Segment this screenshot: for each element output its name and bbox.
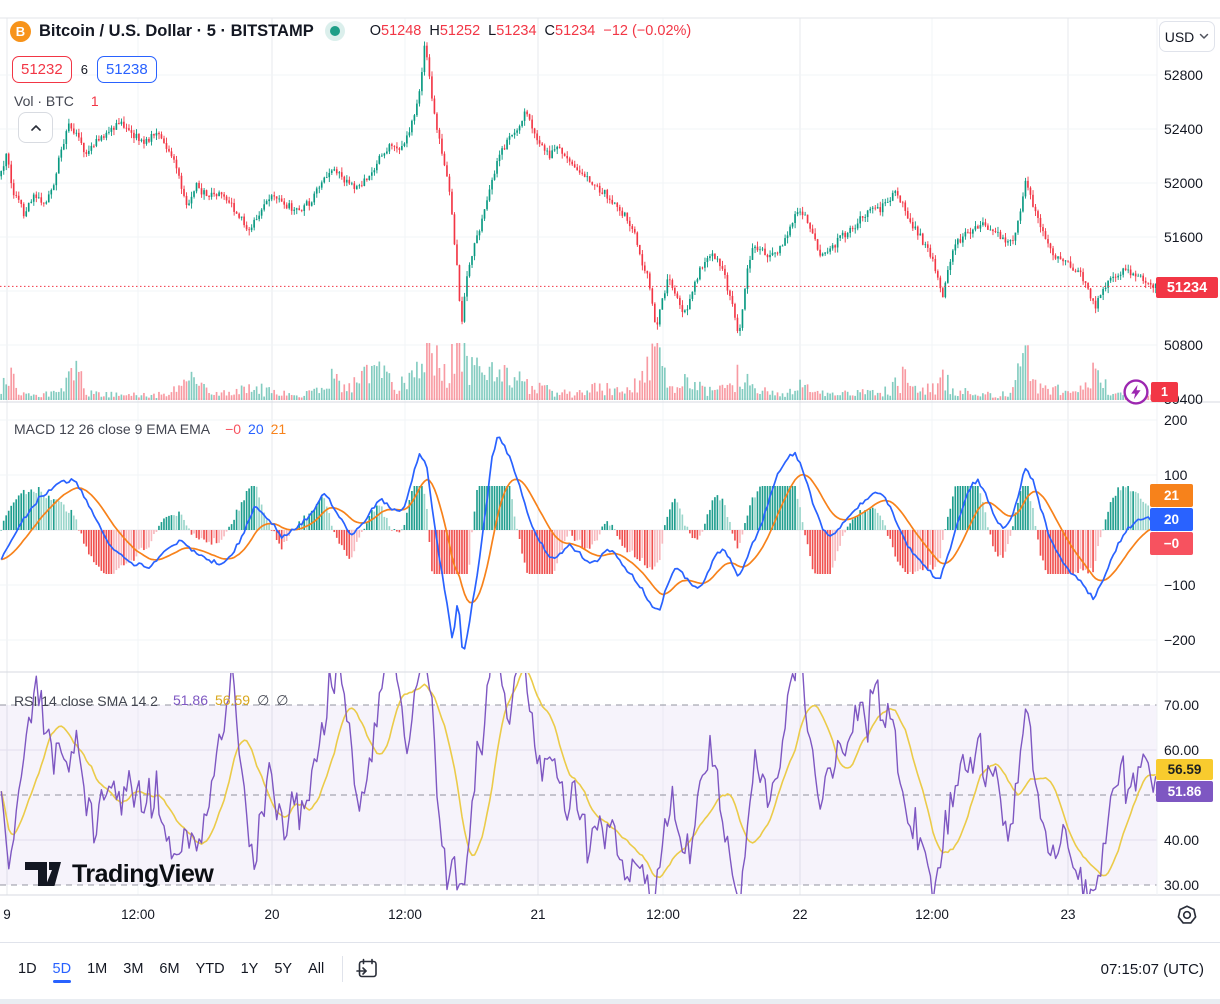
go-to-date-button[interactable]: [353, 955, 381, 983]
rsi-axis-label: 60.00: [1164, 742, 1200, 758]
page-bottom-edge: [0, 999, 1220, 1004]
calendar-icon: [356, 958, 377, 978]
price-axis-label: 50800: [1164, 337, 1203, 353]
collapse-legend-button[interactable]: [18, 112, 53, 143]
spread-value: 6: [80, 62, 88, 77]
macd-axis-label: −200: [1164, 632, 1196, 648]
quote-buttons: 51232 6 51238: [12, 56, 157, 83]
ohlc-letter: C: [544, 23, 556, 39]
ohlc-letter: H: [429, 23, 440, 39]
ohlc-value: 51234: [496, 23, 537, 39]
range-button-1d[interactable]: 1D: [10, 956, 45, 982]
volume-value-badge: 1: [1151, 382, 1178, 402]
price-axis-label: 52800: [1164, 67, 1203, 83]
sell-bid-button[interactable]: 51232: [12, 56, 72, 83]
rsi-axis-label: 70.00: [1164, 697, 1200, 713]
rsi-axis-label: 40.00: [1164, 832, 1200, 848]
toolbar-divider: [342, 956, 344, 982]
time-axis-label: 12:00: [121, 907, 155, 922]
rsi-axis-label: 30.00: [1164, 877, 1200, 893]
ohlc-values: O51248 H51252 L51234 C51234: [370, 23, 604, 39]
macd-value-badge: 21: [1150, 484, 1193, 507]
tradingview-watermark[interactable]: TradingView: [22, 859, 214, 889]
macd-legend-value: −0: [225, 421, 242, 437]
price-axis-label: 51600: [1164, 229, 1203, 245]
range-button-all[interactable]: All: [300, 956, 332, 982]
macd-axis-label: 100: [1164, 467, 1188, 483]
volume-legend[interactable]: Vol · BTC 1: [14, 93, 99, 109]
price-axis-label: 52000: [1164, 175, 1203, 191]
date-range-group: 1D 5D 1M 3M 6M YTD 1Y 5Y All: [10, 956, 332, 983]
rsi-legend-values: 51.86 56.59 ∅ ∅: [173, 692, 289, 709]
ohlc-value: 51248: [381, 23, 422, 39]
time-axis-label: 21: [530, 907, 546, 922]
time-axis-label: 22: [792, 907, 808, 922]
chevron-down-icon: [1200, 33, 1209, 39]
active-range-underline: [52, 980, 72, 983]
currency-selector-label: USD: [1164, 28, 1195, 45]
macd-value-badge: −0: [1150, 532, 1193, 555]
macd-axis-label: 200: [1164, 412, 1188, 428]
tradingview-watermark-text: TradingView: [72, 859, 214, 888]
ohlc-value: 51234: [555, 23, 596, 39]
rsi-value-badge: 51.86: [1156, 781, 1213, 802]
range-button-3m[interactable]: 3M: [115, 956, 151, 982]
market-status-dot: [329, 26, 340, 36]
symbol-header[interactable]: B Bitcoin / U.S. Dollar · 5 · BITSTAMP O…: [10, 19, 691, 43]
macd-legend-value: 20: [248, 421, 264, 437]
bitcoin-icon: B: [10, 20, 31, 42]
ohlc-letter: O: [369, 23, 381, 39]
rsi-legend-value: 51.86: [172, 692, 209, 708]
range-button-1y[interactable]: 1Y: [233, 956, 267, 982]
volume-legend-title: Vol · BTC: [14, 93, 74, 109]
price-axis-label: 52400: [1164, 121, 1203, 137]
rsi-legend-title: RSI 14 close SMA 14 2: [14, 692, 158, 709]
range-button-5y[interactable]: 5Y: [266, 956, 300, 982]
rsi-value-badge: 56.59: [1156, 759, 1213, 780]
clock-timezone[interactable]: 07:15:07 (UTC): [1100, 960, 1204, 978]
macd-legend-value: 21: [270, 421, 287, 437]
time-axis-label: 12:00: [915, 907, 949, 922]
ohlc-pair: L51234: [488, 23, 536, 39]
range-button-ytd[interactable]: YTD: [188, 956, 233, 982]
price-change: −12 (−0.02%): [603, 23, 692, 39]
buy-ask-button[interactable]: 51238: [96, 56, 157, 83]
ohlc-letter: L: [488, 23, 497, 39]
rsi-legend-value: ∅: [276, 692, 289, 708]
rsi-legend-value: 56.59: [215, 692, 251, 708]
volume-legend-value: 1: [90, 93, 99, 109]
macd-axis-label: −100: [1164, 577, 1196, 593]
rsi-legend[interactable]: RSI 14 close SMA 14 2 51.86 56.59 ∅ ∅: [14, 692, 288, 709]
macd-legend-values: −0 20 21: [225, 421, 286, 437]
macd-value-badge: 20: [1150, 508, 1193, 531]
ohlc-pair: O51248: [370, 23, 422, 39]
current-price-badge: 51234: [1156, 277, 1218, 298]
tradingview-logo-icon: [25, 862, 61, 886]
macd-legend[interactable]: MACD 12 26 close 9 EMA EMA −0 20 21: [14, 421, 286, 437]
time-axis-label: 20: [264, 907, 280, 922]
time-axis-label: 9: [3, 907, 11, 922]
range-button-5d[interactable]: 5D: [45, 956, 80, 983]
rsi-legend-value: ∅: [257, 692, 270, 708]
time-axis-label: 12:00: [646, 907, 680, 922]
chevron-up-icon: [30, 124, 41, 131]
time-axis-label: 23: [1060, 907, 1076, 922]
ohlc-pair: H51252: [429, 23, 480, 39]
range-button-6m[interactable]: 6M: [151, 956, 187, 982]
bottom-toolbar: 1D 5D 1M 3M 6M YTD 1Y 5Y All 07:15:07 (UTC): [0, 942, 1220, 999]
currency-selector[interactable]: USD: [1159, 21, 1215, 52]
settings-icon[interactable]: [1176, 904, 1198, 926]
macd-legend-title: MACD 12 26 close 9 EMA EMA: [14, 421, 211, 437]
ohlc-value: 51252: [439, 23, 481, 39]
symbol-title[interactable]: Bitcoin / U.S. Dollar · 5 · BITSTAMP: [39, 21, 314, 40]
time-axis-label: 12:00: [388, 907, 422, 922]
range-button-1m[interactable]: 1M: [79, 956, 115, 982]
flash-icon[interactable]: [1121, 377, 1151, 407]
ohlc-pair: C51234: [545, 23, 596, 39]
